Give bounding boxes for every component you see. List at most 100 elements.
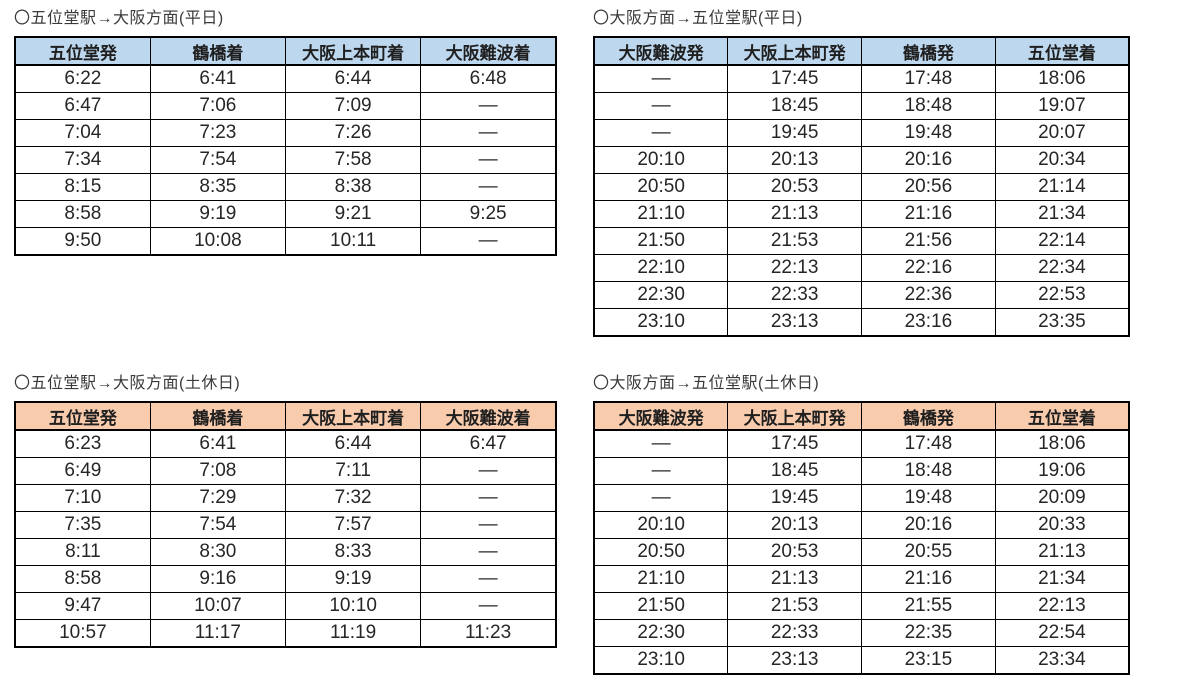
header-row: 大阪難波発 大阪上本町発 鶴橋発 五位堂着 — [593, 401, 1130, 431]
column-header: 鶴橋発 — [861, 36, 996, 66]
timetable-row: 22:30 22:33 22:36 22:53 — [593, 281, 1130, 309]
column-header: 大阪難波発 — [593, 401, 729, 431]
no-service-cell: — — [420, 511, 557, 539]
time-cell: 7:58 — [284, 146, 422, 174]
timetable-row: —19:45 19:48 20:07 — [593, 119, 1130, 147]
time-cell: 6:22 — [14, 64, 151, 93]
timetable-row: 20:10 20:13 20:16 20:33 — [593, 511, 1130, 539]
time-cell: 20:09 — [994, 484, 1130, 512]
time-cell: 22:13 — [994, 592, 1130, 620]
time-cell: 21:10 — [593, 200, 729, 228]
column-header: 鶴橋発 — [861, 401, 996, 431]
time-cell: 18:48 — [861, 92, 996, 120]
time-cell: 10:11 — [284, 227, 422, 256]
table-title-holiday-inbound: 〇大阪方面→五位堂駅(土休日) — [593, 375, 820, 392]
time-cell: 19:07 — [994, 92, 1130, 120]
time-cell: 8:38 — [284, 173, 422, 201]
time-cell: 10:10 — [284, 592, 422, 620]
time-cell: 23:15 — [861, 646, 996, 675]
no-service-cell: — — [420, 227, 557, 256]
time-cell: 18:48 — [861, 457, 996, 485]
panel-holiday-outbound: 〇五位堂駅→大阪方面(土休日) 五位堂発 鶴橋着 大阪上本町着 大阪難波着 6:23 6:… — [14, 373, 557, 648]
no-service-cell: — — [420, 538, 557, 566]
time-cell: 11:23 — [420, 619, 557, 648]
timetable-holiday-outbound: 五位堂発 鶴橋着 大阪上本町着 大阪難波着 6:23 6:41 6:44 6:47 6:49 7:… — [14, 401, 557, 648]
timetable-row: 23:10 23:13 23:15 23:34 — [593, 646, 1130, 675]
time-cell: 9:50 — [14, 227, 151, 256]
time-cell: 17:48 — [861, 64, 996, 93]
time-cell: 20:34 — [994, 146, 1130, 174]
time-cell: 7:32 — [284, 484, 422, 512]
time-cell: 22:16 — [861, 254, 996, 282]
time-cell: 20:33 — [994, 511, 1130, 539]
column-header: 大阪難波着 — [420, 401, 557, 431]
time-cell: 18:45 — [727, 92, 862, 120]
time-cell: 7:04 — [14, 119, 151, 147]
time-cell: 21:13 — [727, 565, 862, 593]
time-cell: 22:10 — [593, 254, 729, 282]
time-cell: 22:13 — [727, 254, 862, 282]
time-cell: 21:16 — [861, 565, 996, 593]
timetable-row: 6:23 6:41 6:44 6:47 — [14, 429, 557, 458]
time-cell: 20:13 — [727, 511, 862, 539]
time-cell: 8:35 — [149, 173, 287, 201]
table-body: 6:23 6:41 6:44 6:47 6:49 7:08 7:11—7:10 7:29 7:3… — [14, 429, 557, 648]
timetable-row: 6:22 6:41 6:44 6:48 — [14, 64, 557, 93]
timetable-row: 7:34 7:54 7:58— — [14, 146, 557, 174]
time-cell: 8:15 — [14, 173, 151, 201]
column-header: 大阪上本町発 — [727, 401, 862, 431]
time-cell: 6:23 — [14, 429, 151, 458]
table-head: 五位堂発 鶴橋着 大阪上本町着 大阪難波着 — [14, 36, 557, 66]
timetable-row: 20:50 20:53 20:55 21:13 — [593, 538, 1130, 566]
timetable-weekday-inbound: 大阪難波発 大阪上本町発 鶴橋発 五位堂着 —17:45 17:48 18:06—18:45… — [593, 36, 1130, 337]
timetable-row: —17:45 17:48 18:06 — [593, 64, 1130, 93]
time-cell: 21:53 — [727, 227, 862, 255]
table-head: 五位堂発 鶴橋着 大阪上本町着 大阪難波着 — [14, 401, 557, 431]
table-body: —17:45 17:48 18:06 —18:45 18:48 19:07—19:45 19… — [593, 64, 1130, 337]
column-header: 五位堂発 — [14, 36, 151, 66]
time-cell: 22:34 — [994, 254, 1130, 282]
time-cell: 23:35 — [994, 308, 1130, 337]
time-cell: 20:50 — [593, 538, 729, 566]
header-row: 五位堂発 鶴橋着 大阪上本町着 大阪難波着 — [14, 36, 557, 66]
time-cell: 9:16 — [149, 565, 287, 593]
column-header: 大阪難波着 — [420, 36, 557, 66]
timetable-row: 8:15 8:35 8:38— — [14, 173, 557, 201]
time-cell: 8:58 — [14, 565, 151, 593]
time-cell: 7:09 — [284, 92, 422, 120]
timetable-row: 22:10 22:13 22:16 22:34 — [593, 254, 1130, 282]
time-cell: 9:47 — [14, 592, 151, 620]
time-cell: 20:10 — [593, 511, 729, 539]
time-cell: 23:13 — [727, 646, 862, 675]
time-cell: 19:06 — [994, 457, 1130, 485]
timetable-row: 7:10 7:29 7:32— — [14, 484, 557, 512]
time-cell: 21:34 — [994, 200, 1130, 228]
time-cell: 20:56 — [861, 173, 996, 201]
column-header: 五位堂着 — [994, 36, 1130, 66]
panel-holiday-inbound: 〇大阪方面→五位堂駅(土休日) 大阪難波発 大阪上本町発 鶴橋発 五位堂着 —17:45… — [593, 373, 1130, 675]
no-service-cell: — — [420, 92, 557, 120]
time-cell: 22:33 — [727, 619, 862, 647]
time-cell: 10:08 — [149, 227, 287, 256]
time-cell: 6:41 — [149, 64, 287, 93]
time-cell: 22:53 — [994, 281, 1130, 309]
time-cell: 7:26 — [284, 119, 422, 147]
time-cell: 19:48 — [861, 119, 996, 147]
timetable-row: 7:04 7:23 7:26— — [14, 119, 557, 147]
no-service-cell: — — [593, 429, 729, 458]
time-cell: 20:10 — [593, 146, 729, 174]
timetable-row: 8:11 8:30 8:33— — [14, 538, 557, 566]
time-cell: 20:07 — [994, 119, 1130, 147]
time-cell: 22:35 — [861, 619, 996, 647]
time-cell: 21:34 — [994, 565, 1130, 593]
time-cell: 10:57 — [14, 619, 151, 648]
table-title-holiday-outbound: 〇五位堂駅→大阪方面(土休日) — [14, 375, 241, 392]
time-cell: 19:48 — [861, 484, 996, 512]
no-service-cell: — — [593, 119, 729, 147]
time-cell: 19:45 — [727, 119, 862, 147]
time-cell: 22:33 — [727, 281, 862, 309]
time-cell: 21:13 — [994, 538, 1130, 566]
time-cell: 7:23 — [149, 119, 287, 147]
time-cell: 21:13 — [727, 200, 862, 228]
time-cell: 6:44 — [284, 429, 422, 458]
